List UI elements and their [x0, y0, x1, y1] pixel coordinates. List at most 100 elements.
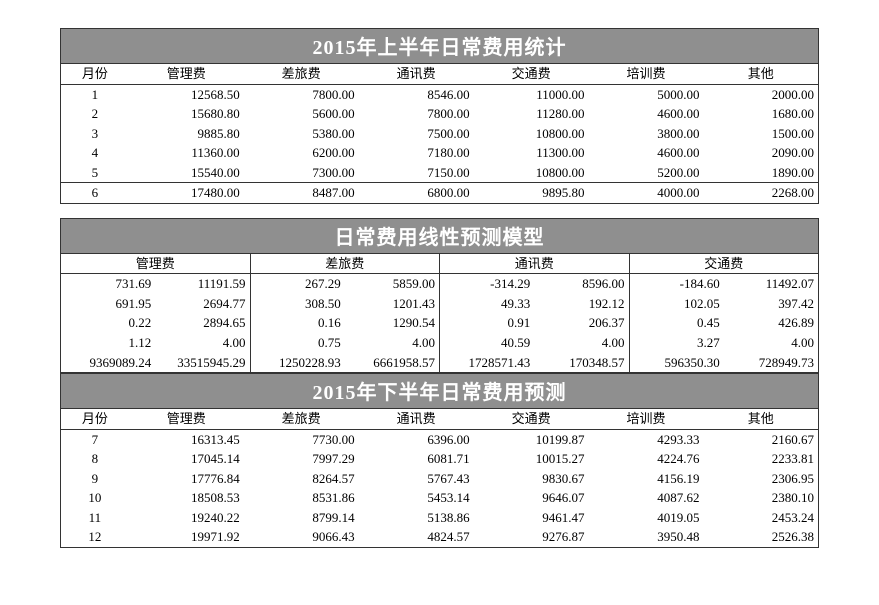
cell-value: -184.60 [629, 274, 724, 294]
cell-value: 2233.81 [704, 449, 819, 469]
cell-value: 40.59 [440, 333, 535, 353]
cell-value: 6396.00 [359, 429, 474, 449]
cell-value: 0.75 [250, 333, 345, 353]
cell-value: 10199.87 [474, 429, 589, 449]
forecast-h2-title: 2015年下半年日常费用预测 [60, 373, 819, 408]
table-row: 1018508.538531.865453.149646.074087.6223… [61, 488, 819, 508]
cell-value: 192.12 [534, 294, 629, 314]
cell-value: 9885.80 [129, 124, 244, 144]
grp-mgmt: 管理费 [61, 253, 251, 274]
grp-comm: 通讯费 [440, 253, 630, 274]
forecast-h2-body: 716313.457730.006396.0010199.874293.3321… [61, 429, 819, 547]
table-row: 731.6911191.59267.295859.00-314.298596.0… [61, 274, 819, 294]
cell-month: 10 [61, 488, 129, 508]
cell-value: 5200.00 [589, 163, 704, 183]
cell-value: 1.12 [61, 333, 156, 353]
table-row: 1119240.228799.145138.869461.474019.0524… [61, 508, 819, 528]
cell-value: 19971.92 [129, 527, 244, 547]
cell-value: 11191.59 [155, 274, 250, 294]
cell-value: 170348.57 [534, 353, 629, 373]
col-trans: 交通费 [474, 64, 589, 85]
forecast-h2-table: 月份 管理费 差旅费 通讯费 交通费 培训费 其他 716313.457730.… [60, 408, 819, 548]
cell-value: 9369089.24 [61, 353, 156, 373]
cell-value: 2000.00 [704, 84, 819, 104]
cell-month: 6 [61, 183, 129, 204]
cell-value: 3950.48 [589, 527, 704, 547]
cell-value: 8799.14 [244, 508, 359, 528]
cell-value: 0.91 [440, 313, 535, 333]
cell-value: 6081.71 [359, 449, 474, 469]
cell-month: 11 [61, 508, 129, 528]
col-other: 其他 [704, 409, 819, 430]
cell-value: 2306.95 [704, 469, 819, 489]
table-row: 1219971.929066.434824.579276.873950.4825… [61, 527, 819, 547]
cell-value: 10800.00 [474, 163, 589, 183]
cell-value: 3800.00 [589, 124, 704, 144]
cell-value: 397.42 [724, 294, 819, 314]
cell-value: 5453.14 [359, 488, 474, 508]
cell-value: 11492.07 [724, 274, 819, 294]
cell-month: 2 [61, 104, 129, 124]
cell-value: 17045.14 [129, 449, 244, 469]
table-row: 0.222894.650.161290.540.91206.370.45426.… [61, 313, 819, 333]
cell-value: 7800.00 [359, 104, 474, 124]
cell-value: 5767.43 [359, 469, 474, 489]
cell-value: 308.50 [250, 294, 345, 314]
cell-value: 5859.00 [345, 274, 440, 294]
cell-value: 0.16 [250, 313, 345, 333]
cell-value: 7500.00 [359, 124, 474, 144]
cell-value: 1290.54 [345, 313, 440, 333]
cell-value: 4.00 [534, 333, 629, 353]
cell-value: 1500.00 [704, 124, 819, 144]
cell-value: 11300.00 [474, 143, 589, 163]
cell-value: 12568.50 [129, 84, 244, 104]
cell-value: 8546.00 [359, 84, 474, 104]
table-row: 411360.006200.007180.0011300.004600.0020… [61, 143, 819, 163]
cell-value: 4000.00 [589, 183, 704, 204]
linear-model-block: 日常费用线性预测模型 管理费 差旅费 通讯费 交通费 731.6911191.5… [60, 218, 819, 373]
cell-value: 8487.00 [244, 183, 359, 204]
cell-value: 9830.67 [474, 469, 589, 489]
cell-value: 2268.00 [704, 183, 819, 204]
cell-month: 5 [61, 163, 129, 183]
cell-value: 4.00 [155, 333, 250, 353]
cell-value: 7300.00 [244, 163, 359, 183]
cell-value: 4.00 [724, 333, 819, 353]
table-row: 1.124.000.754.0040.594.003.274.00 [61, 333, 819, 353]
cell-value: 7730.00 [244, 429, 359, 449]
cell-value: 5000.00 [589, 84, 704, 104]
col-mgmt: 管理费 [129, 409, 244, 430]
stats-h1-body: 112568.507800.008546.0011000.005000.0020… [61, 84, 819, 203]
cell-value: 1201.43 [345, 294, 440, 314]
linear-model-title: 日常费用线性预测模型 [60, 218, 819, 253]
col-month: 月份 [61, 64, 129, 85]
cell-value: 267.29 [250, 274, 345, 294]
col-comm: 通讯费 [359, 64, 474, 85]
cell-value: 17776.84 [129, 469, 244, 489]
cell-value: 206.37 [534, 313, 629, 333]
cell-value: 18508.53 [129, 488, 244, 508]
cell-value: 4224.76 [589, 449, 704, 469]
cell-value: 10015.27 [474, 449, 589, 469]
col-other: 其他 [704, 64, 819, 85]
cell-value: 8264.57 [244, 469, 359, 489]
cell-value: 1728571.43 [440, 353, 535, 373]
cell-value: 6200.00 [244, 143, 359, 163]
cell-value: 9276.87 [474, 527, 589, 547]
cell-value: 33515945.29 [155, 353, 250, 373]
cell-value: 9066.43 [244, 527, 359, 547]
cell-value: 0.22 [61, 313, 156, 333]
cell-month: 8 [61, 449, 129, 469]
cell-month: 9 [61, 469, 129, 489]
cell-value: 11280.00 [474, 104, 589, 124]
cell-month: 12 [61, 527, 129, 547]
table-row: 691.952694.77308.501201.4349.33192.12102… [61, 294, 819, 314]
table-row: 515540.007300.007150.0010800.005200.0018… [61, 163, 819, 183]
col-mgmt: 管理费 [129, 64, 244, 85]
cell-value: 49.33 [440, 294, 535, 314]
cell-month: 4 [61, 143, 129, 163]
cell-value: 7150.00 [359, 163, 474, 183]
stats-h1-title: 2015年上半年日常费用统计 [60, 28, 819, 63]
cell-value: 3.27 [629, 333, 724, 353]
table-row: 716313.457730.006396.0010199.874293.3321… [61, 429, 819, 449]
